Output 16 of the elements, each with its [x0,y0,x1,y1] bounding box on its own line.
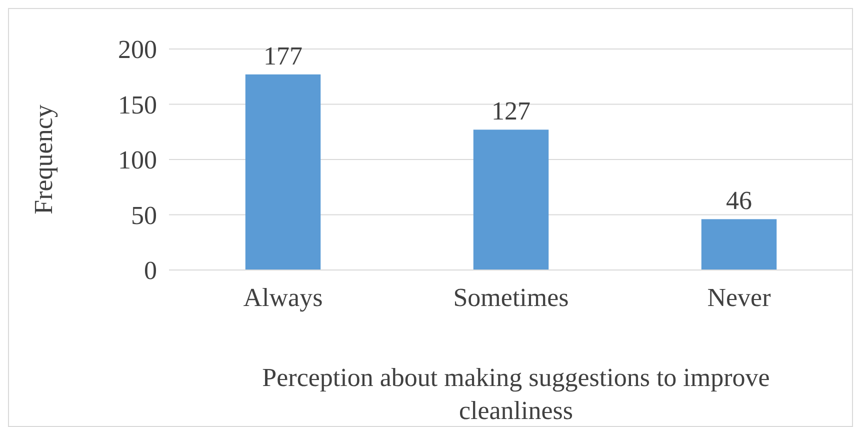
x-tick-label: Never [707,283,772,312]
y-tick-label: 0 [144,256,157,286]
x-tick-label: Sometimes [453,283,569,312]
bar [701,219,777,270]
y-axis-title: Frequency [29,104,58,214]
data-label: 127 [492,96,530,126]
y-tick-label: 150 [118,90,157,120]
x-axis-title: Perception about making suggestions to improve cleanliness [262,363,770,425]
data-label: 177 [264,41,302,70]
y-tick-label: 50 [131,200,157,230]
y-tick-label: 100 [118,146,157,175]
bar [245,74,321,270]
y-tick-label: 200 [118,35,157,64]
x-tick-label: Always [243,283,323,312]
bar [473,130,549,270]
data-label: 46 [726,186,752,216]
